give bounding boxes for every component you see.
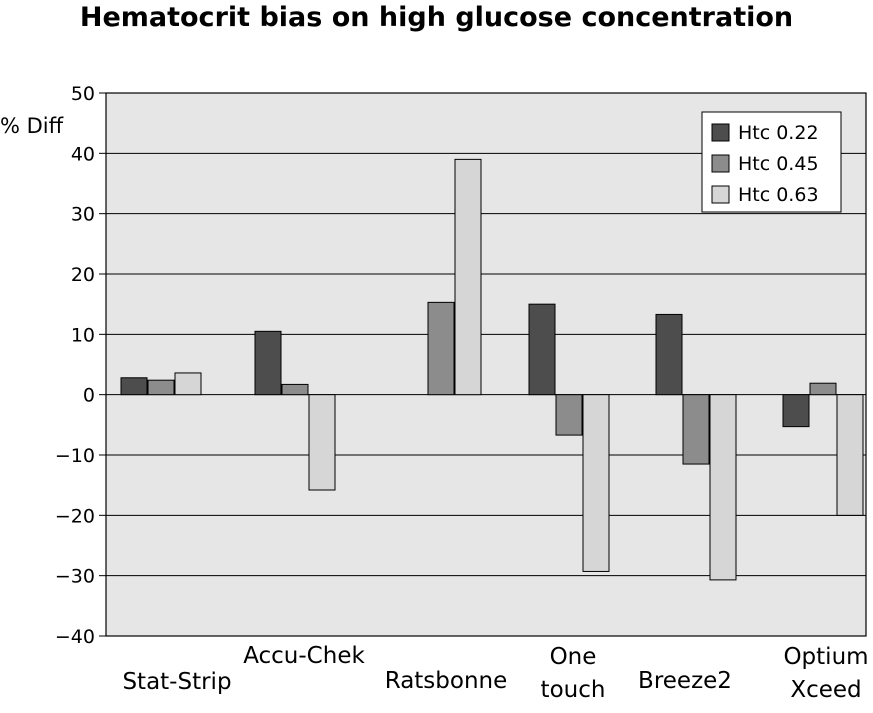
plot-border [105,92,867,637]
y-tick-label: −20 [55,505,95,527]
bar-htc-0-22 [782,394,810,428]
bars [120,158,864,581]
bar-htc-0-45 [281,383,309,396]
bar-htc-0-22 [254,330,282,396]
bar-htc-0-63 [709,394,737,581]
bar-htc-0-45 [555,394,583,436]
legend: Htc 0.22 Htc 0.45 Htc 0.63 [701,111,842,213]
bar-htc-0-22 [528,303,556,396]
bar-htc-0-45 [427,301,455,396]
y-tick-label: 20 [71,264,95,286]
y-tick-label: 0 [83,385,95,407]
category-label: Accu-Chek [243,643,365,669]
legend-swatch [711,185,730,204]
bar-htc-0-63 [308,394,336,491]
category-label: Ratsbonne [385,668,508,694]
bar-htc-0-63 [174,372,202,396]
category-label: Optium Xceed [783,644,868,703]
y-tick-label: −40 [55,626,95,648]
legend-swatch [711,154,730,173]
bar-htc-0-63 [454,158,482,396]
bar-htc-0-45 [682,394,710,465]
chart-title: Hematocrit bias on high glucose concentr… [79,2,794,33]
gridlines [106,92,866,637]
bar-htc-0-63 [582,394,610,572]
bar-htc-0-45 [809,382,837,396]
legend-label: Htc 0.45 [738,153,819,175]
y-tick-label: 10 [71,324,95,346]
x-axis-categories: Stat-Strip Accu-Chek Ratsbonne One touch Bree… [122,643,868,703]
bar-htc-0-22 [655,313,683,396]
category-label: Breeze2 [638,668,732,694]
y-axis-label: % Diff [0,114,64,138]
bar-htc-0-22 [120,377,148,396]
bar-htc-0-45 [147,379,175,396]
legend-label: Htc 0.63 [738,184,819,206]
y-tick-label: −10 [55,445,95,467]
y-tick-label: 40 [71,143,95,165]
y-tick-label: −30 [55,566,95,588]
legend-label: Htc 0.22 [738,122,819,144]
category-label: Stat-Strip [122,669,231,695]
y-tick-label: 30 [71,204,95,226]
y-axis-ticks: 50 40 30 20 10 0 −10 −20 −30 −40 [55,83,106,648]
y-tick-label: 50 [71,83,95,105]
bar-htc-0-63 [836,394,864,516]
legend-swatch [711,123,730,142]
category-label: One touch [541,644,606,703]
